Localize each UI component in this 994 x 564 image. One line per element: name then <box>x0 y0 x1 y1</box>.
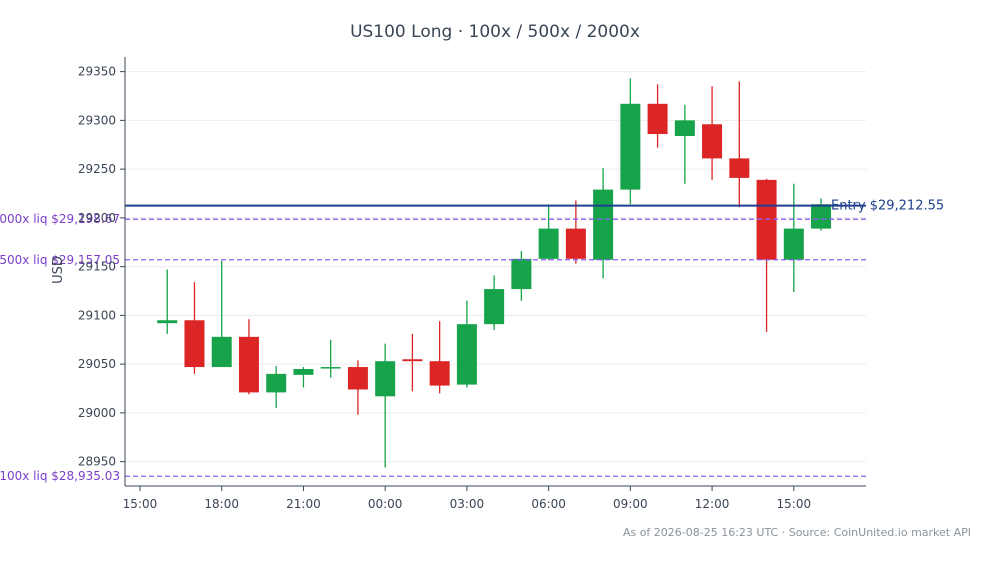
candle-down <box>565 200 586 264</box>
candle-body <box>783 228 804 260</box>
candle-up <box>783 183 804 292</box>
candlestick-chart: US100 Long · 100x / 500x / 2000x 2000x l… <box>0 22 944 511</box>
candle-body <box>293 369 314 375</box>
y-tick-label: 29300 <box>78 113 116 127</box>
x-tick-label: 21:00 <box>286 497 321 511</box>
candle-body <box>211 336 232 368</box>
liquidation-label: 2000x liq $29,198.67 <box>0 212 120 226</box>
candle-up <box>320 339 341 378</box>
liquidation-label: 500x liq $29,157.05 <box>0 253 120 267</box>
y-tick-label: 29100 <box>78 308 116 322</box>
candle-body <box>320 367 341 369</box>
candle-down <box>402 333 423 392</box>
x-tick-label: 15:00 <box>123 497 158 511</box>
candle-body <box>157 320 178 324</box>
y-tick-label: 28950 <box>78 455 116 469</box>
candle-down <box>184 282 205 374</box>
x-tick-label: 06:00 <box>531 497 566 511</box>
candle-body <box>347 367 368 390</box>
candle-up <box>620 78 641 205</box>
candle-body <box>729 158 750 178</box>
candle-body <box>811 204 832 229</box>
y-tick-label: 29000 <box>78 406 116 420</box>
y-tick-label: 29200 <box>78 211 116 225</box>
candle-body <box>238 336 259 393</box>
candle-body <box>375 361 396 397</box>
candle-body <box>484 289 505 325</box>
candle-down <box>702 86 723 180</box>
y-tick-label: 29250 <box>78 162 116 176</box>
y-axis-label: USD <box>51 256 66 284</box>
candle-up <box>511 251 532 301</box>
x-tick-label: 09:00 <box>613 497 648 511</box>
axes: 28950 29000 29050 29100 29150 29200 29250 29300… <box>78 57 866 511</box>
candle-up <box>211 260 232 368</box>
x-tick-label: 00:00 <box>368 497 403 511</box>
x-tick-label: 03:00 <box>450 497 485 511</box>
candle-body <box>647 103 668 135</box>
x-tick-label: 12:00 <box>695 497 730 511</box>
candle-up <box>456 300 477 388</box>
candle-down <box>647 84 668 148</box>
candle-body <box>184 320 205 368</box>
y-tick-label: 29050 <box>78 357 116 371</box>
candle-down <box>347 360 368 415</box>
chart-title: US100 Long · 100x / 500x / 2000x <box>350 22 640 42</box>
candle-down <box>429 321 450 394</box>
candle-body <box>702 124 723 159</box>
candle-up <box>293 367 314 388</box>
candle-up <box>674 104 695 184</box>
candle-body <box>593 189 614 260</box>
candle-body <box>756 179 777 260</box>
x-tick-label: 18:00 <box>204 497 239 511</box>
candle-up <box>811 198 832 231</box>
candle-down <box>238 319 259 395</box>
liquidation-label: 100x liq $28,935.03 <box>0 469 120 483</box>
y-tick-label: 29150 <box>78 260 116 274</box>
x-tick-label: 15:00 <box>777 497 812 511</box>
candle-body <box>674 120 695 136</box>
reference-lines: 2000x liq $29,198.67 500x liq $29,157.05 1… <box>0 199 944 484</box>
grid-lines <box>125 71 866 463</box>
candle-body <box>456 324 477 385</box>
candle-body <box>538 228 559 259</box>
candles <box>157 78 832 468</box>
candle-body <box>266 373 287 393</box>
y-tick-label: 29350 <box>78 65 116 79</box>
candle-up <box>538 204 559 260</box>
candle-body <box>565 228 586 259</box>
entry-label: Entry $29,212.55 <box>831 199 944 214</box>
candle-up <box>266 366 287 408</box>
candle-body <box>620 103 641 190</box>
candle-body <box>402 359 423 362</box>
candle-up <box>157 269 178 334</box>
candle-body <box>511 258 532 290</box>
candle-up <box>375 343 396 468</box>
candle-up <box>593 168 614 279</box>
source-footnote: As of 2026-08-25 16:23 UTC · Source: Coi… <box>622 526 971 539</box>
candle-down <box>756 178 777 332</box>
candle-up <box>484 275 505 330</box>
candle-down <box>729 81 750 208</box>
candle-body <box>429 361 450 386</box>
